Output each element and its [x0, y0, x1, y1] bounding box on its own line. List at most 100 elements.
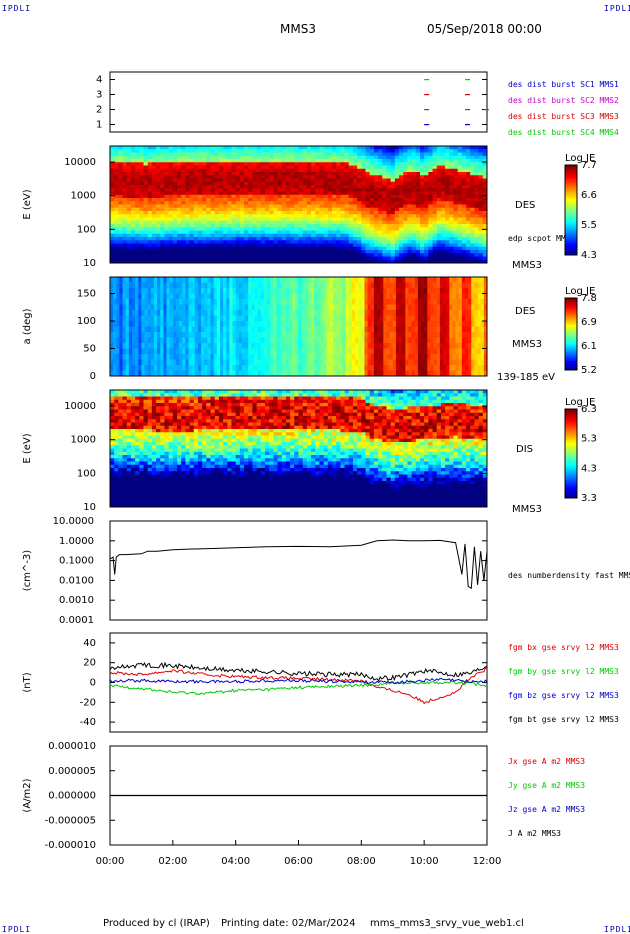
- des-energy-cell: [256, 230, 262, 235]
- des-energy-cell: [382, 188, 387, 192]
- des-energy-colorbar-segment: [565, 194, 577, 197]
- des-energy-cell: [419, 172, 425, 176]
- des-pitch-cell: [248, 310, 252, 316]
- des-energy-cell: [197, 168, 203, 173]
- des-energy-cell: [256, 220, 262, 225]
- des-energy-cell: [210, 185, 216, 189]
- des-energy-cell: [461, 168, 467, 173]
- des-pitch-cell: [333, 348, 337, 355]
- des-pitch-cell: [128, 321, 133, 327]
- des-energy-cell: [306, 217, 312, 222]
- des-pitch-cell: [311, 315, 315, 322]
- des-energy-cell: [457, 233, 463, 238]
- des-energy-cell: [390, 162, 396, 166]
- des-energy-cell: [277, 175, 283, 179]
- des-pitch-cell: [185, 288, 189, 294]
- des-pitch-cell: [307, 337, 312, 344]
- des-energy-cell: [470, 178, 475, 183]
- des-energy-cell: [332, 194, 337, 199]
- des-energy-cell: [294, 149, 299, 153]
- des-energy-cell: [227, 146, 232, 150]
- des-pitch-cell: [141, 310, 145, 316]
- des-pitch-cell: [342, 310, 347, 316]
- des-pitch-cell: [185, 304, 189, 311]
- des-energy-cell: [156, 227, 161, 231]
- des-energy-cell: [210, 253, 216, 257]
- des-pitch-cell: [351, 365, 356, 371]
- des-pitch-cell: [197, 277, 202, 283]
- des-pitch-cell: [276, 282, 281, 289]
- burst-legend-entry: des dist burst SC1 MMS1: [508, 80, 619, 89]
- des-energy-cell: [130, 259, 136, 264]
- des-energy-cell: [306, 220, 312, 225]
- des-energy-cell: [461, 250, 467, 254]
- des-energy-cell: [415, 227, 421, 231]
- des-energy-cell: [382, 181, 387, 186]
- des-energy-cell: [244, 237, 249, 241]
- des-energy-cell: [294, 168, 299, 173]
- des-energy-cell: [373, 237, 379, 241]
- des-energy-cell: [135, 253, 140, 257]
- des-energy-cell: [160, 253, 165, 257]
- des-energy-cell: [306, 168, 312, 173]
- des-energy-cell: [189, 159, 195, 163]
- des-energy-cell: [110, 240, 115, 244]
- des-pitch-cell: [348, 332, 353, 338]
- des-energy-cell: [185, 165, 190, 170]
- des-energy-cell: [122, 217, 128, 222]
- des-energy-cell: [386, 207, 392, 212]
- des-energy-cell: [482, 256, 488, 261]
- des-pitch-cell: [295, 293, 299, 300]
- des-energy-cell: [193, 220, 199, 225]
- des-energy-cell: [306, 155, 312, 160]
- des-energy-cell: [223, 227, 228, 231]
- des-energy-cell: [151, 198, 157, 202]
- des-energy-cell: [415, 243, 421, 248]
- des-energy-cell: [235, 168, 241, 173]
- des-energy-cell: [449, 149, 454, 153]
- des-pitch-cell: [204, 299, 208, 305]
- des-energy-cell: [130, 198, 136, 202]
- des-energy-cell: [223, 159, 228, 163]
- des-pitch-cell: [289, 321, 293, 327]
- des-energy-cell: [273, 217, 278, 222]
- des-energy-cell: [231, 159, 237, 163]
- des-energy-cell: [290, 237, 295, 241]
- des-energy-cell: [399, 224, 404, 228]
- des-energy-cell: [332, 155, 337, 160]
- des-energy-cell: [466, 159, 471, 163]
- des-pitch-cell: [150, 365, 155, 371]
- des-energy-cell: [436, 214, 442, 218]
- des-energy-cell: [143, 146, 149, 150]
- des-pitch-cell: [153, 354, 158, 360]
- corner-label-bottom-left: IPDLI: [2, 925, 32, 934]
- des-energy-cell: [126, 194, 132, 199]
- des-pitch-cell: [185, 282, 189, 289]
- des-energy-cell: [445, 149, 450, 153]
- des-energy-cell: [478, 259, 484, 264]
- des-pitch-cell: [314, 293, 318, 300]
- des-pitch-cell: [238, 332, 243, 338]
- des-pitch-cell: [116, 315, 120, 322]
- des-pitch-cell: [119, 304, 123, 311]
- des-energy-cell: [126, 207, 132, 212]
- des-energy-cell: [352, 149, 358, 153]
- des-energy-cell: [273, 168, 278, 173]
- des-energy-cell: [193, 259, 199, 264]
- des-pitch-cell: [254, 348, 259, 355]
- des-energy-cell: [252, 178, 258, 183]
- des-pitch-cell: [251, 348, 255, 355]
- des-energy-cell: [453, 214, 459, 218]
- des-energy-cell: [110, 155, 115, 160]
- des-energy-cell: [126, 243, 132, 248]
- des-pitch-cell: [163, 277, 167, 283]
- des-pitch-cell: [370, 304, 375, 311]
- des-energy-cell: [177, 233, 182, 238]
- des-energy-cell: [348, 259, 354, 264]
- des-energy-cell: [482, 250, 488, 254]
- des-energy-cell: [424, 188, 429, 192]
- des-pitch-cell: [342, 293, 347, 300]
- des-energy-cell: [260, 185, 266, 189]
- des-energy-cell: [181, 224, 186, 228]
- des-energy-cell: [428, 250, 433, 254]
